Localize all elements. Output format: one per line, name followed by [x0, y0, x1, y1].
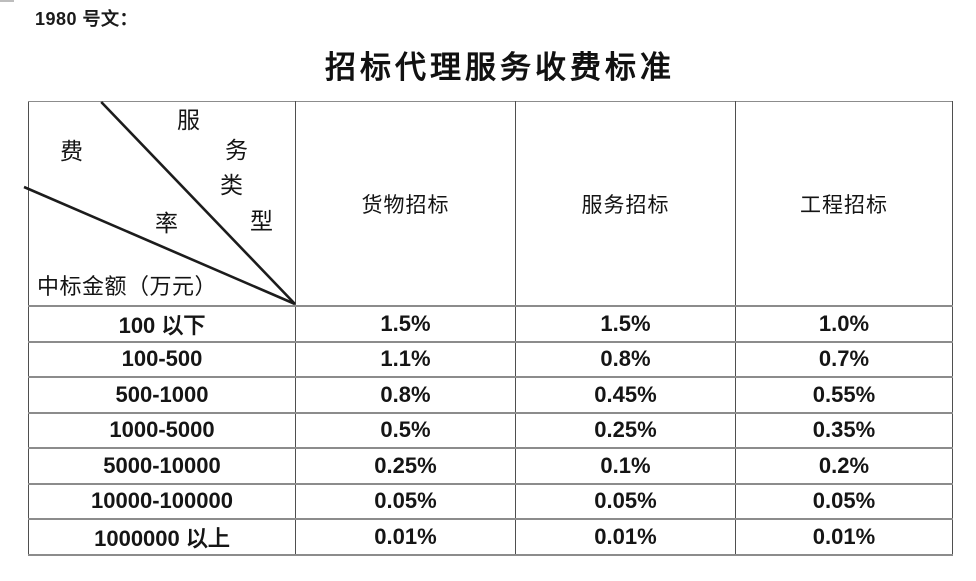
table-row: 100-500 1.1% 0.8% 0.7%	[28, 341, 953, 378]
fee-value-cell: 1.5%	[295, 305, 516, 343]
page-title: 招标代理服务收费标准	[325, 50, 675, 85]
corner-label-fee-rate-char: 率	[155, 211, 179, 236]
row-range-cell: 10000-100000	[28, 483, 296, 520]
fee-value-cell: 0.8%	[295, 376, 516, 414]
fee-value-cell: 0.25%	[295, 447, 516, 485]
fee-value-cell: 0.1%	[515, 447, 736, 485]
fee-value-cell: 0.01%	[295, 518, 516, 556]
row-range-cell: 5000-10000	[28, 447, 296, 485]
fee-value-cell: 0.05%	[295, 483, 516, 520]
fee-value-cell: 0.7%	[735, 341, 953, 378]
fee-value-cell: 0.35%	[735, 412, 953, 449]
row-range-cell: 100-500	[28, 341, 296, 378]
row-range-cell: 100 以下	[28, 305, 296, 343]
fee-value-cell: 0.05%	[515, 483, 736, 520]
table-row: 1000000 以上 0.01% 0.01% 0.01%	[28, 518, 953, 556]
doc-number: 1980 号文：	[35, 9, 139, 29]
fee-value-cell: 0.8%	[515, 341, 736, 378]
corner-label-service-type-char: 型	[250, 209, 274, 234]
page-edge-artifact	[0, 0, 14, 2]
fee-value-cell: 0.45%	[515, 376, 736, 414]
fee-value-cell: 0.5%	[295, 412, 516, 449]
corner-label-service-type-char: 类	[220, 173, 244, 198]
diagonal-divider-lines	[23, 101, 296, 306]
corner-label-service-type-char: 服	[177, 108, 201, 133]
fee-value-cell: 0.01%	[515, 518, 736, 556]
corner-label-service-type-char: 务	[225, 138, 249, 163]
table-row: 100 以下 1.5% 1.5% 1.0%	[28, 305, 953, 343]
table-row: 500-1000 0.8% 0.45% 0.55%	[28, 376, 953, 414]
row-range-cell: 500-1000	[28, 376, 296, 414]
column-header-works-tender: 工程招标	[735, 101, 953, 307]
fee-value-cell: 1.5%	[515, 305, 736, 343]
fee-value-cell: 0.01%	[735, 518, 953, 556]
fee-value-cell: 1.1%	[295, 341, 516, 378]
table-row: 1000-5000 0.5% 0.25% 0.35%	[28, 412, 953, 449]
fee-value-cell: 0.05%	[735, 483, 953, 520]
fee-value-cell: 0.25%	[515, 412, 736, 449]
table-row: 5000-10000 0.25% 0.1% 0.2%	[28, 447, 953, 485]
corner-label-fee-rate-char: 费	[60, 139, 84, 164]
row-range-cell: 1000000 以上	[28, 518, 296, 556]
fee-value-cell: 0.55%	[735, 376, 953, 414]
fee-value-cell: 1.0%	[735, 305, 953, 343]
header-row: 服 务 类 型 费 率 中标金额（万元） 货物招标 服务招标 工程招标	[23, 101, 953, 307]
row-range-cell: 1000-5000	[28, 412, 296, 449]
corner-label-bid-amount: 中标金额（万元）	[37, 274, 218, 299]
fee-value-cell: 0.2%	[735, 447, 953, 485]
fee-table: 服 务 类 型 费 率 中标金额（万元） 货物招标 服务招标 工程招标 100 …	[23, 101, 953, 556]
column-header-service-tender: 服务招标	[515, 101, 736, 307]
column-header-goods-tender: 货物招标	[295, 101, 516, 307]
corner-header-cell: 服 务 类 型 费 率 中标金额（万元）	[23, 101, 296, 307]
table-row: 10000-100000 0.05% 0.05% 0.05%	[28, 483, 953, 520]
